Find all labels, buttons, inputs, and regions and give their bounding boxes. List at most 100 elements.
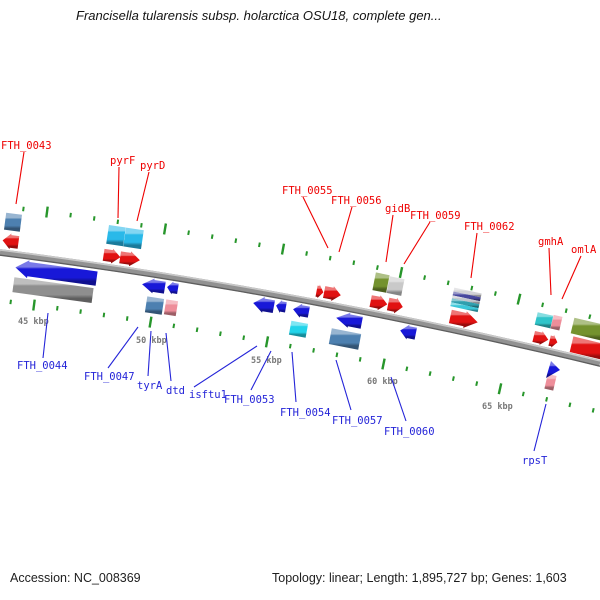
gene-feature-tyrA[interactable] bbox=[144, 296, 165, 315]
gene-feature-pyrF[interactable] bbox=[106, 225, 126, 247]
gene-feature-dtd[interactable] bbox=[163, 299, 179, 317]
ruler-tick-minor bbox=[470, 285, 474, 291]
ruler-tick-minor bbox=[92, 216, 96, 221]
ruler-tick-major bbox=[381, 358, 386, 370]
gene-feature[interactable] bbox=[293, 303, 310, 318]
gene-feature-FTH_0047[interactable] bbox=[142, 278, 166, 294]
label-line-FTH_0062 bbox=[470, 232, 478, 279]
scale-label: 65 kbp bbox=[482, 402, 513, 412]
feature-label-FTH_0044[interactable]: FTH_0044 bbox=[17, 360, 68, 372]
feature-label-FTH_0059[interactable]: FTH_0059 bbox=[410, 210, 461, 222]
gene-feature[interactable] bbox=[328, 328, 362, 350]
label-line-gidB bbox=[385, 214, 394, 263]
gene-feature-FTH_0053[interactable] bbox=[276, 300, 287, 313]
gene-feature[interactable] bbox=[386, 297, 403, 314]
gene-feature-isftu1[interactable] bbox=[253, 297, 275, 313]
gene-feature[interactable] bbox=[548, 334, 558, 348]
gene-feature[interactable] bbox=[2, 233, 20, 250]
label-line-isftu1 bbox=[193, 345, 258, 388]
backbone bbox=[0, 249, 600, 367]
feature-label-pyrD[interactable]: pyrD bbox=[140, 160, 165, 172]
gene-feature-FTH_0055[interactable] bbox=[315, 284, 324, 299]
ruler-tick-minor bbox=[446, 280, 450, 286]
gene-feature[interactable] bbox=[102, 248, 121, 264]
feature-label-dtd[interactable]: dtd bbox=[166, 385, 185, 397]
gene-feature[interactable] bbox=[119, 251, 140, 267]
label-line-pyrF bbox=[117, 166, 120, 219]
gene-feature[interactable] bbox=[569, 336, 600, 361]
gene-feature[interactable] bbox=[448, 309, 478, 328]
feature-label-FTH_0055[interactable]: FTH_0055 bbox=[282, 185, 333, 197]
ruler-tick-minor bbox=[428, 371, 432, 377]
backbone-highlight bbox=[0, 249, 600, 362]
feature-label-tyrA[interactable]: tyrA bbox=[137, 380, 163, 392]
label-line-FTH_0053 bbox=[250, 350, 272, 391]
gene-feature-FTH_0062-stripe[interactable] bbox=[451, 298, 480, 309]
ruler-tick-minor bbox=[352, 260, 356, 266]
gene-feature-gmhA[interactable] bbox=[534, 312, 554, 329]
gene-feature-FTH_0057[interactable] bbox=[336, 312, 363, 329]
ruler-tick-minor bbox=[521, 391, 525, 397]
feature-label-gidB[interactable]: gidB bbox=[385, 203, 410, 215]
ruler-tick-minor bbox=[79, 309, 82, 314]
feature-label-FTH_0060[interactable]: FTH_0060 bbox=[384, 426, 435, 438]
ruler-tick-minor bbox=[588, 314, 592, 320]
feature-label-FTH_0043[interactable]: FTH_0043 bbox=[1, 140, 52, 152]
ruler-tick-minor bbox=[375, 265, 379, 271]
gene-feature-FTH_0062-stripe[interactable] bbox=[452, 295, 480, 305]
label-line-tyrA bbox=[147, 330, 152, 377]
feature-label-FTH_0047[interactable]: FTH_0047 bbox=[84, 371, 135, 383]
gene-feature-pyrD[interactable] bbox=[123, 227, 144, 250]
ruler-tick-minor bbox=[564, 308, 568, 314]
feature-label-omlA[interactable]: omlA bbox=[571, 244, 597, 256]
ruler-tick-minor bbox=[116, 219, 120, 225]
gene-feature[interactable] bbox=[570, 317, 600, 342]
label-line-FTH_0044 bbox=[42, 312, 49, 359]
gene-feature[interactable] bbox=[369, 295, 388, 311]
feature-label-FTH_0053[interactable]: FTH_0053 bbox=[224, 394, 275, 406]
feature-label-FTH_0057[interactable]: FTH_0057 bbox=[332, 415, 383, 427]
gene-feature[interactable] bbox=[12, 277, 94, 303]
feature-label-gmhA[interactable]: gmhA bbox=[538, 236, 564, 248]
ruler-tick-minor bbox=[591, 407, 595, 413]
gene-feature-omlA[interactable] bbox=[550, 314, 563, 331]
ruler-tick-minor bbox=[405, 366, 409, 372]
ruler-tick-minor bbox=[568, 402, 572, 408]
scale-label: 50 kbp bbox=[136, 336, 167, 346]
scale-label: 60 kbp bbox=[367, 377, 398, 387]
ruler-tick-minor bbox=[493, 291, 497, 296]
feature-label-FTH_0056[interactable]: FTH_0056 bbox=[331, 195, 382, 207]
feature-label-pyrF[interactable]: pyrF bbox=[110, 155, 135, 167]
feature-label-rpsT[interactable]: rpsT bbox=[522, 455, 548, 467]
gene-feature-rpsT[interactable] bbox=[544, 374, 557, 391]
gene-feature-FTH_0056[interactable] bbox=[323, 286, 341, 301]
label-line-FTH_0057 bbox=[335, 359, 352, 411]
gene-feature-FTH_0060[interactable] bbox=[400, 324, 417, 340]
label-line-FTH_0047 bbox=[107, 326, 139, 369]
gene-feature[interactable] bbox=[167, 281, 179, 295]
ruler-tick-major bbox=[45, 206, 49, 218]
gene-feature-FTH_0062-stripe[interactable] bbox=[452, 291, 481, 302]
feature-label-FTH_0054[interactable]: FTH_0054 bbox=[280, 407, 331, 419]
gene-feature-FTH_0062-stripe[interactable] bbox=[450, 302, 479, 313]
gene-feature-FTH_0062-stripe[interactable] bbox=[453, 287, 482, 298]
feature-label-FTH_0062[interactable]: FTH_0062 bbox=[464, 221, 515, 233]
label-line-dtd bbox=[165, 332, 172, 382]
label-line-FTH_0060 bbox=[390, 376, 407, 422]
gene-feature-FTH_0054[interactable] bbox=[288, 320, 309, 338]
ruler-tick-minor bbox=[451, 376, 455, 382]
gene-feature-gidB[interactable] bbox=[372, 272, 390, 293]
ruler-tick-minor bbox=[56, 305, 59, 311]
ruler-tick-major bbox=[516, 293, 522, 305]
gene-feature[interactable] bbox=[532, 331, 549, 345]
ruler-tick-minor bbox=[541, 302, 545, 308]
gene-feature-FTH_0044[interactable] bbox=[15, 260, 98, 286]
ruler-tick-minor bbox=[125, 316, 129, 321]
ruler-tick-major bbox=[280, 243, 286, 255]
gene-feature-FTH_0043[interactable] bbox=[4, 212, 22, 232]
ruler-tick-minor bbox=[69, 212, 72, 218]
gene-feature-FTH_0059[interactable] bbox=[386, 276, 405, 296]
gene-feature[interactable] bbox=[546, 361, 560, 378]
feature-label-isftu1[interactable]: isftu1 bbox=[189, 389, 227, 401]
